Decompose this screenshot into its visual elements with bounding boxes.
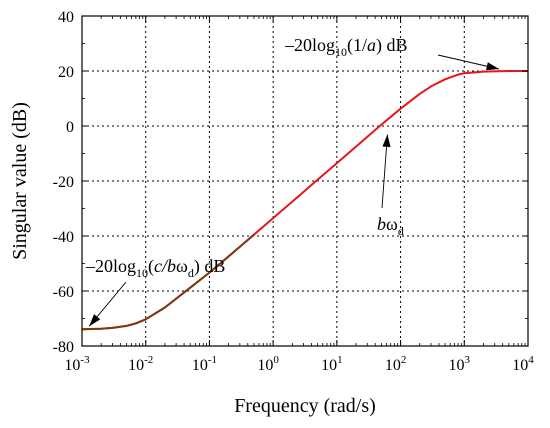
x-tick-exponent: 1 bbox=[337, 354, 343, 366]
data-series bbox=[81, 70, 529, 331]
x-axis-label: Frequency (rad/s) bbox=[234, 395, 376, 417]
x-tick-labels: 10-3 10-2 10-1 100 101 102 103 104 bbox=[64, 354, 534, 374]
x-tick-label: 100 bbox=[257, 354, 279, 374]
annotation-high-frequency-asymptote: –20log10(1/a) dB bbox=[284, 35, 408, 59]
arrow-bottom-head bbox=[89, 314, 101, 327]
x-tick-exponent: 4 bbox=[528, 354, 534, 366]
annotation-top-prefix: –20log bbox=[284, 35, 335, 55]
y-tick-label: -40 bbox=[53, 229, 74, 246]
y-tick-label: 0 bbox=[66, 119, 74, 136]
x-tick-exponent: 3 bbox=[465, 354, 471, 366]
annotation-top-mid: (1/ bbox=[347, 35, 367, 56]
annotation-corner-greek: ω bbox=[386, 214, 398, 234]
annotation-arrows bbox=[88, 54, 500, 327]
annotation-bottom-subscript-d: d bbox=[188, 266, 194, 280]
x-tick-label: 10-2 bbox=[128, 354, 153, 374]
arrow-corner-head bbox=[382, 134, 391, 148]
x-tick-exponent: 0 bbox=[273, 354, 279, 366]
x-tick-base: 10 bbox=[321, 357, 337, 374]
x-tick-label: 104 bbox=[512, 354, 534, 374]
annotations: –20log10(1/a) dB –20log10(c/bωd) dB bωd bbox=[85, 35, 500, 327]
x-tick-base: 10 bbox=[257, 357, 273, 374]
annotation-corner-italic: b bbox=[377, 214, 386, 234]
arrow-top-head bbox=[486, 62, 499, 71]
grid-lines bbox=[82, 16, 528, 346]
x-tick-label: 102 bbox=[385, 354, 407, 374]
axis-ticks bbox=[81, 15, 529, 347]
x-tick-label: 10-1 bbox=[192, 354, 217, 374]
x-tick-base: 10 bbox=[128, 357, 144, 374]
x-tick-base: 10 bbox=[449, 357, 465, 374]
x-tick-exponent: -1 bbox=[208, 354, 217, 366]
x-tick-base: 10 bbox=[512, 357, 528, 374]
annotation-bottom-greek: ω bbox=[176, 256, 188, 276]
x-tick-base: 10 bbox=[385, 357, 401, 374]
annotation-bottom-prefix: –20log bbox=[85, 256, 136, 276]
annotation-top-suffix: ) dB bbox=[376, 35, 408, 56]
x-tick-base: 10 bbox=[64, 357, 80, 374]
x-tick-exponent: -2 bbox=[144, 354, 153, 366]
y-tick-label: -80 bbox=[53, 339, 74, 356]
series-line-low-band bbox=[81, 233, 255, 331]
series-line bbox=[81, 70, 528, 331]
y-axis-label: Singular value (dB) bbox=[9, 102, 31, 260]
x-tick-exponent: -3 bbox=[80, 354, 90, 366]
x-tick-base: 10 bbox=[192, 357, 208, 374]
x-tick-label: 10-3 bbox=[64, 354, 90, 374]
annotation-bottom-suffix: ) dB bbox=[194, 256, 226, 277]
annotation-bottom-mid: ( bbox=[148, 256, 154, 277]
x-tick-label: 103 bbox=[449, 354, 471, 374]
annotation-bottom-subscript: 10 bbox=[136, 266, 148, 280]
annotation-corner-subscript: d bbox=[398, 224, 404, 238]
y-tick-labels: 40 20 0 -20 -40 -60 -80 bbox=[53, 9, 74, 356]
y-tick-label: -20 bbox=[53, 174, 74, 191]
y-tick-label: 20 bbox=[58, 64, 74, 81]
annotation-bottom-italic: c/b bbox=[154, 256, 176, 276]
y-tick-label: -60 bbox=[53, 284, 74, 301]
annotation-top-italic: a bbox=[367, 35, 376, 55]
annotation-corner-frequency: bωd bbox=[377, 214, 404, 238]
x-tick-label: 101 bbox=[321, 354, 343, 374]
y-tick-label: 40 bbox=[58, 9, 74, 26]
x-tick-exponent: 2 bbox=[401, 354, 407, 366]
annotation-low-frequency-asymptote: –20log10(c/bωd) dB bbox=[85, 256, 225, 280]
annotation-top-subscript: 10 bbox=[335, 45, 347, 59]
